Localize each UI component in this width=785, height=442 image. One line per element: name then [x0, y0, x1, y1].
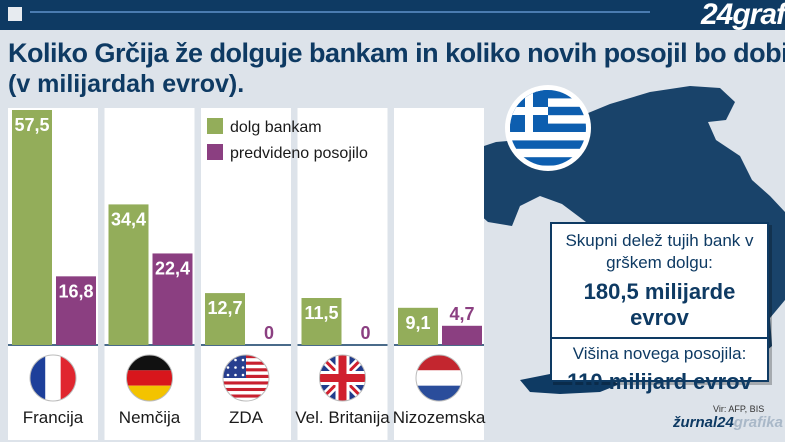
- bar-loan: [442, 325, 482, 345]
- summary-label-total: Skupni delež tujih bank v grškem dolgu:: [565, 231, 754, 272]
- flag-usa-icon: [222, 354, 270, 402]
- source-note: Vir: AFP, BIS: [713, 404, 765, 414]
- legend-label: dolg bankam: [230, 119, 322, 136]
- flag-germany-icon: [126, 354, 173, 402]
- legend-swatch: [207, 144, 223, 160]
- legend-swatch: [207, 118, 223, 134]
- bar-loan: [152, 253, 193, 345]
- flag-uk-icon: [319, 354, 366, 402]
- bar-value-label: 34,4: [111, 209, 146, 229]
- summary-value-total: 180,5 milijarde evrov: [583, 279, 736, 330]
- category-label: Vel. Britanija: [295, 408, 390, 427]
- bar-debt: [108, 204, 149, 345]
- legend-label: predvideno posojilo: [230, 145, 368, 162]
- footer-logo-b: grafika: [733, 414, 783, 431]
- summary-label-loan: Višina novega posojila:: [572, 344, 747, 363]
- bar-value-label: 0: [360, 323, 370, 343]
- category-label: ZDA: [229, 408, 264, 427]
- bar-value-label: 16,8: [58, 281, 93, 301]
- footer-logo: žurnal24grafika: [673, 414, 783, 431]
- footer-logo-a: žurnal24: [672, 414, 734, 431]
- category-label: Nizozemska: [393, 408, 486, 427]
- category-label: Nemčija: [119, 408, 181, 427]
- bar-debt: [205, 293, 245, 345]
- bar-debt: [398, 307, 438, 345]
- bar-debt: [301, 298, 342, 345]
- bar-value-label: 12,7: [207, 298, 242, 318]
- chart-subtitle: (v milijardah evrov).: [8, 70, 245, 98]
- flag-france-icon: [29, 354, 77, 402]
- top-bar: [0, 0, 785, 30]
- flag-greece-icon: [505, 85, 591, 171]
- brand-logo: 24graf: [700, 0, 785, 31]
- summary-divider: [552, 337, 767, 339]
- bar-debt: [12, 110, 52, 345]
- bar-value-label: 11,5: [304, 303, 338, 323]
- category-label: Francija: [23, 408, 84, 427]
- bar-value-label: 0: [264, 323, 274, 343]
- bar-value-label: 22,4: [155, 258, 190, 278]
- chart-title: Koliko Grčija že dolguje bankam in kolik…: [8, 38, 785, 68]
- top-bar-square: [8, 7, 22, 21]
- top-bar-stripe: [30, 11, 650, 13]
- bar-value-label: 4,7: [449, 304, 474, 324]
- summary-value-loan: 110 milijard evrov: [567, 369, 752, 394]
- bar-value-label: 57,5: [14, 115, 49, 135]
- summary-box: Skupni delež tujih bank v grškem dolgu: …: [550, 222, 769, 394]
- bar-loan: [56, 276, 96, 345]
- bar-value-label: 9,1: [405, 313, 430, 333]
- flag-netherlands-icon: [415, 354, 463, 402]
